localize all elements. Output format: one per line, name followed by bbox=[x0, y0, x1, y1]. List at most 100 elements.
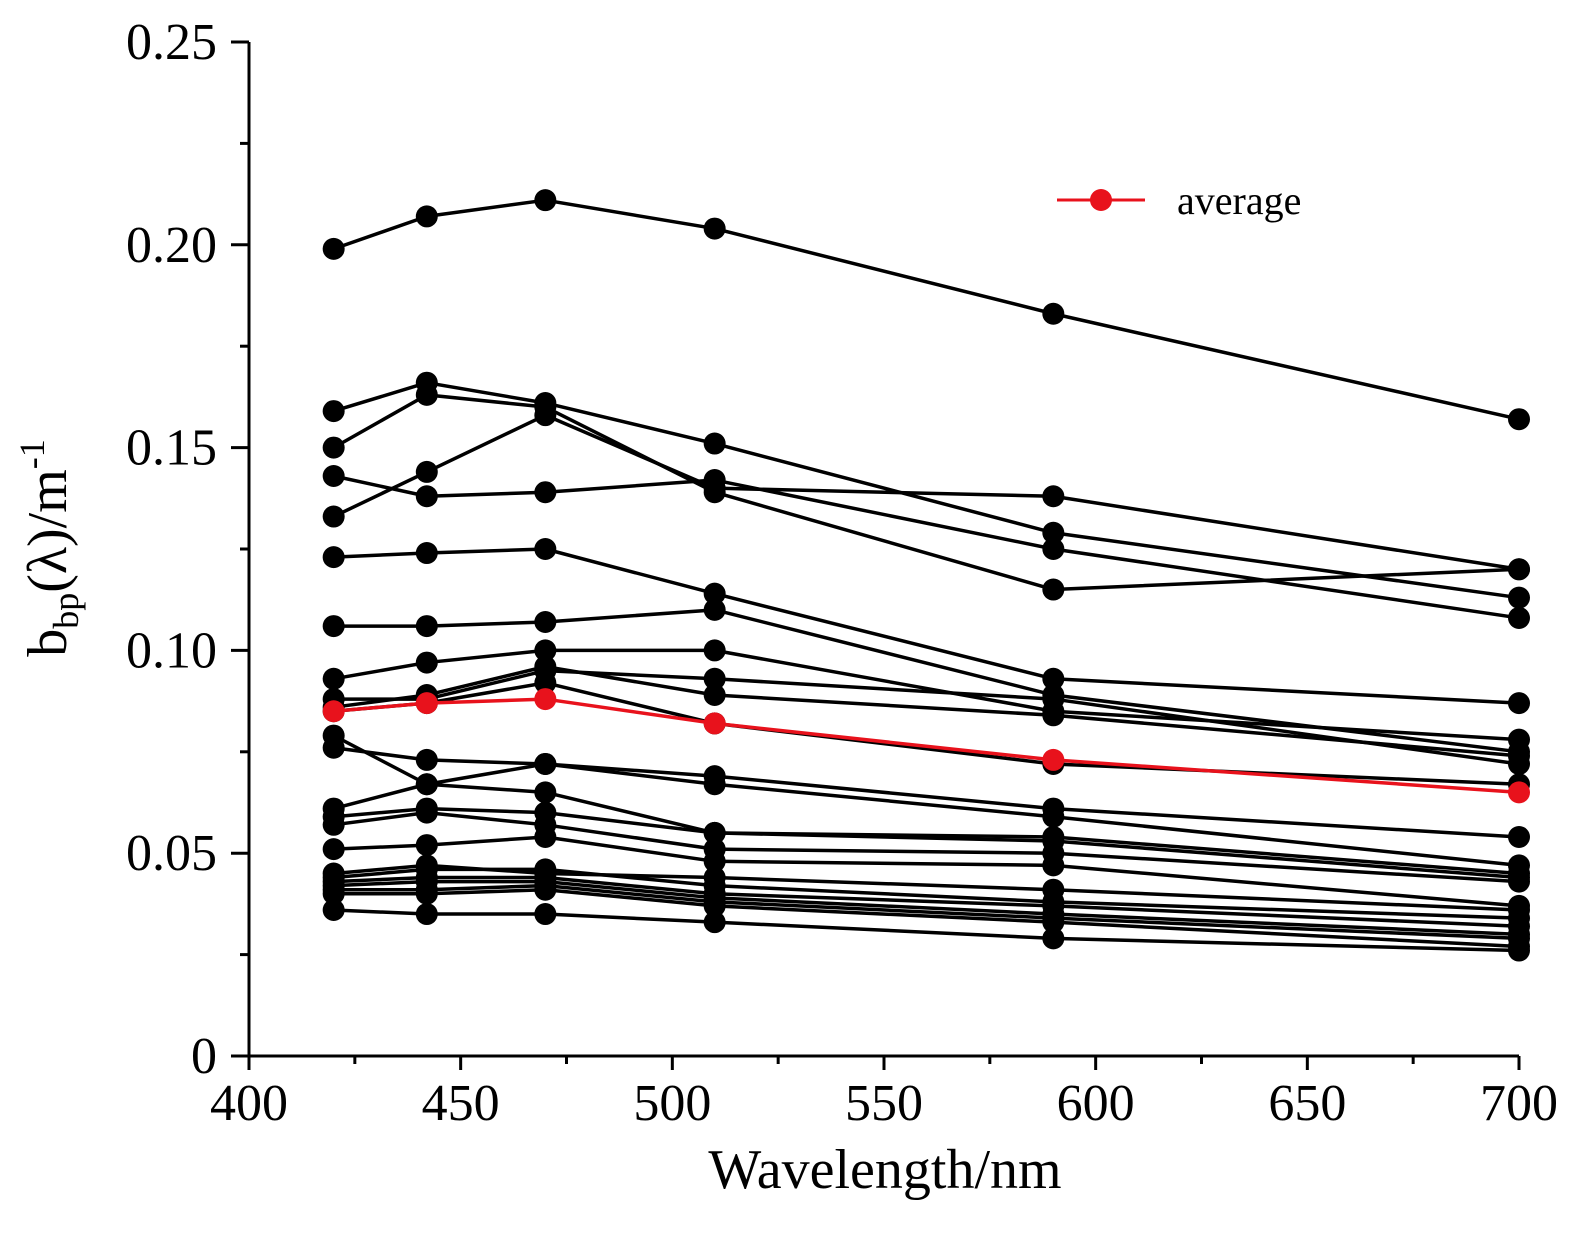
series-1 bbox=[322, 189, 1530, 431]
data-point bbox=[322, 813, 345, 836]
y-axis-label-main: b bbox=[17, 629, 79, 657]
data-point bbox=[415, 903, 438, 926]
data-point bbox=[534, 903, 557, 926]
x-axis-label: Wavelength/nm bbox=[708, 1139, 1061, 1201]
series-line bbox=[333, 875, 1520, 928]
y-tick-label: 0.20 bbox=[126, 217, 217, 274]
data-point bbox=[703, 432, 726, 455]
series-group bbox=[322, 189, 1530, 962]
data-point bbox=[534, 538, 557, 560]
series-15 bbox=[322, 797, 1530, 889]
data-point bbox=[415, 882, 438, 905]
data-point bbox=[703, 582, 726, 605]
series-line bbox=[333, 664, 1520, 758]
legend: average bbox=[1057, 178, 1301, 223]
series-line bbox=[333, 863, 1520, 912]
data-point bbox=[703, 911, 726, 934]
series-23 bbox=[322, 878, 1530, 958]
data-point bbox=[703, 712, 726, 735]
y-tick-label: 0 bbox=[191, 1028, 217, 1085]
data-point bbox=[415, 460, 438, 483]
series-line bbox=[333, 883, 1520, 941]
series-line bbox=[333, 198, 1520, 421]
series-24 bbox=[322, 898, 1530, 962]
data-point bbox=[322, 505, 345, 528]
data-point bbox=[703, 639, 726, 662]
x-tick-label: 450 bbox=[422, 1075, 500, 1132]
data-point bbox=[322, 400, 345, 423]
data-point bbox=[534, 404, 557, 427]
data-point bbox=[415, 542, 438, 565]
data-point bbox=[1042, 854, 1065, 877]
y-tick-label: 0.10 bbox=[126, 622, 217, 679]
series-line bbox=[333, 908, 1520, 953]
series-line bbox=[333, 879, 1520, 937]
x-tick-label: 500 bbox=[633, 1075, 711, 1132]
series-12 bbox=[322, 724, 1530, 848]
series-line bbox=[333, 668, 1520, 766]
data-point bbox=[1042, 302, 1065, 325]
x-tick-label: 400 bbox=[210, 1075, 288, 1132]
data-point bbox=[415, 834, 438, 857]
x-tick-label: 600 bbox=[1057, 1075, 1135, 1132]
data-point bbox=[534, 611, 557, 634]
series-line bbox=[333, 648, 1520, 742]
series-line bbox=[333, 782, 1520, 876]
series-line bbox=[333, 380, 1520, 600]
data-point bbox=[415, 773, 438, 796]
data-point bbox=[1508, 606, 1530, 629]
series-line bbox=[333, 547, 1520, 705]
data-point bbox=[322, 700, 345, 723]
data-point bbox=[703, 821, 726, 844]
data-point bbox=[534, 752, 557, 775]
data-point bbox=[1042, 748, 1065, 771]
x-tick-label: 650 bbox=[1268, 1075, 1346, 1132]
series-13 bbox=[322, 736, 1530, 877]
series-line bbox=[332, 734, 1520, 839]
y-tick-label: 0.05 bbox=[126, 825, 217, 882]
data-point bbox=[534, 639, 557, 662]
data-point bbox=[703, 477, 726, 500]
data-point bbox=[1508, 728, 1530, 751]
data-point bbox=[1042, 485, 1065, 508]
series-average bbox=[322, 688, 1530, 804]
data-point bbox=[534, 671, 557, 694]
data-point bbox=[322, 464, 345, 487]
data-point bbox=[1042, 667, 1065, 690]
data-point bbox=[534, 189, 557, 212]
data-point bbox=[703, 850, 726, 873]
legend-marker-average bbox=[1090, 189, 1112, 211]
data-point bbox=[1508, 586, 1530, 609]
axes: 400 450 500 550 600 650 700 0 0.05 0.10 0.15 0.20 0.… bbox=[126, 14, 1558, 1132]
data-point bbox=[534, 781, 557, 804]
data-point bbox=[703, 667, 726, 690]
series-line bbox=[332, 413, 1520, 572]
data-point bbox=[415, 485, 438, 508]
series-line bbox=[333, 474, 1520, 620]
series-line bbox=[333, 887, 1520, 949]
data-point bbox=[703, 598, 726, 621]
data-point bbox=[322, 237, 345, 260]
data-point bbox=[322, 898, 345, 921]
series-line bbox=[333, 746, 1520, 868]
data-point bbox=[1042, 538, 1065, 560]
y-tick-label: 0.15 bbox=[126, 420, 217, 477]
legend-label-average: average bbox=[1177, 178, 1301, 223]
y-axis-label-mid: (λ)/m bbox=[17, 469, 79, 593]
data-point bbox=[1508, 939, 1530, 962]
data-point bbox=[534, 481, 557, 504]
data-point bbox=[1042, 927, 1065, 950]
x-tick-label: 700 bbox=[1480, 1075, 1558, 1132]
series-6 bbox=[322, 538, 1530, 715]
series-line bbox=[333, 835, 1520, 908]
data-point bbox=[1508, 825, 1530, 848]
series-line bbox=[333, 810, 1520, 884]
y-tick-label: 0.25 bbox=[126, 14, 217, 71]
series-line bbox=[333, 806, 1520, 880]
data-point bbox=[534, 688, 557, 711]
y-axis-label: bbp(λ)/m-1 bbox=[12, 439, 86, 657]
data-point bbox=[415, 615, 438, 638]
data-point bbox=[1508, 781, 1530, 804]
data-point bbox=[322, 436, 345, 459]
data-point bbox=[534, 825, 557, 848]
